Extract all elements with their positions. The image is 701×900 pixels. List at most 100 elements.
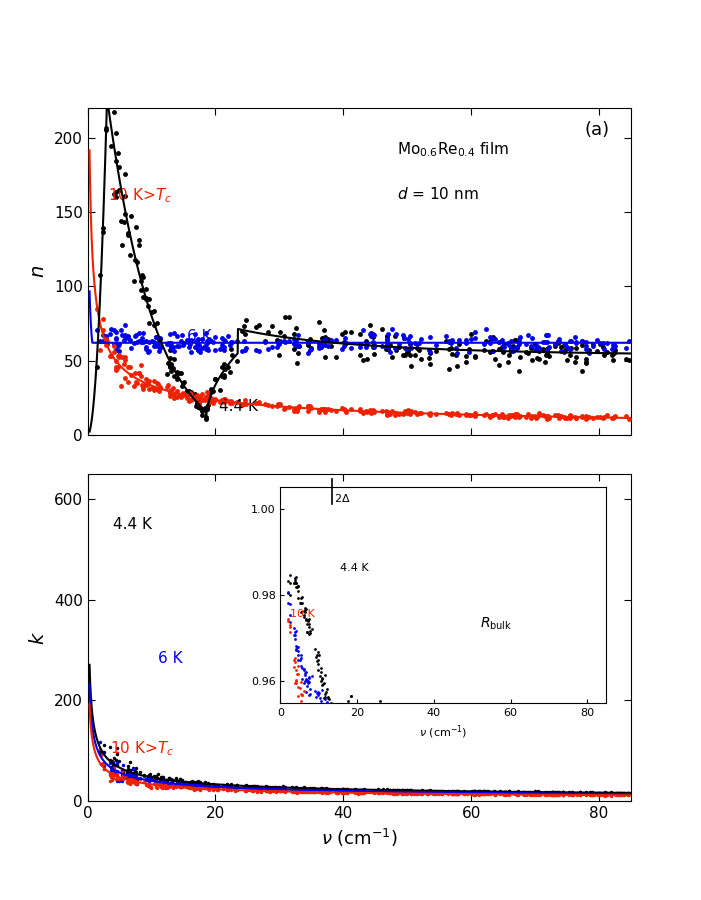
Point	[97, 746, 109, 760]
Point	[159, 777, 170, 791]
Point	[580, 341, 592, 356]
Point	[416, 783, 427, 797]
Point	[389, 785, 400, 799]
Point	[610, 409, 621, 423]
Point	[186, 780, 197, 795]
Point	[511, 787, 522, 801]
Point	[498, 410, 509, 424]
Point	[166, 778, 177, 792]
Point	[615, 788, 627, 802]
Point	[349, 782, 360, 796]
Point	[141, 772, 152, 787]
Point	[179, 776, 191, 790]
Point	[210, 330, 221, 345]
Point	[315, 781, 326, 796]
Point	[396, 783, 407, 797]
Point	[158, 778, 169, 793]
Point	[195, 782, 206, 796]
Point	[567, 788, 578, 802]
Point	[275, 782, 286, 796]
Point	[413, 784, 424, 798]
Point	[571, 787, 583, 801]
Point	[532, 788, 543, 802]
Point	[201, 402, 212, 417]
Point	[486, 332, 498, 347]
Point	[191, 333, 202, 347]
Point	[159, 775, 170, 789]
Point	[219, 334, 231, 348]
Point	[174, 776, 185, 790]
Point	[388, 785, 399, 799]
Point	[135, 369, 147, 383]
Point	[321, 784, 332, 798]
Point	[113, 160, 124, 175]
Point	[287, 780, 298, 795]
Point	[404, 785, 416, 799]
Point	[383, 327, 394, 341]
Point	[161, 774, 172, 788]
Point	[430, 785, 442, 799]
Point	[467, 788, 478, 802]
Point	[131, 777, 142, 791]
Point	[565, 408, 576, 422]
Point	[601, 408, 612, 422]
Point	[320, 786, 332, 800]
Point	[381, 336, 393, 350]
Point	[465, 327, 477, 341]
Point	[523, 328, 534, 342]
Point	[121, 770, 132, 784]
Point	[466, 788, 477, 802]
Point	[305, 785, 316, 799]
Point	[558, 788, 569, 802]
Point	[294, 781, 306, 796]
Point	[326, 338, 337, 353]
Point	[275, 334, 286, 348]
Point	[111, 752, 122, 767]
Point	[161, 380, 172, 394]
Point	[241, 783, 252, 797]
Point	[450, 788, 461, 802]
Point	[237, 324, 248, 338]
Point	[155, 773, 166, 788]
Point	[576, 338, 587, 353]
Point	[104, 327, 116, 341]
Point	[219, 392, 230, 407]
Point	[558, 785, 569, 799]
Point	[423, 343, 435, 357]
Point	[390, 408, 401, 422]
Point	[174, 338, 185, 353]
Point	[135, 765, 146, 779]
Text: $d$ = 10 nm: $d$ = 10 nm	[397, 186, 479, 202]
Point	[198, 778, 210, 792]
Point	[444, 334, 455, 348]
Point	[332, 784, 343, 798]
Point	[372, 781, 383, 796]
Point	[548, 785, 559, 799]
Point	[165, 364, 176, 379]
Point	[139, 768, 150, 782]
Point	[593, 787, 604, 801]
Point	[189, 781, 200, 796]
Point	[264, 785, 275, 799]
Point	[193, 777, 204, 791]
Point	[292, 400, 304, 415]
Point	[341, 786, 353, 800]
Point	[526, 785, 538, 799]
Point	[315, 783, 326, 797]
Point	[302, 399, 313, 413]
Point	[155, 340, 166, 355]
Point	[510, 342, 521, 356]
Point	[111, 741, 122, 755]
Point	[511, 785, 522, 799]
Point	[394, 786, 405, 800]
Point	[384, 783, 395, 797]
Point	[525, 411, 536, 426]
Point	[367, 335, 379, 349]
Point	[305, 332, 316, 347]
Point	[243, 779, 254, 794]
Point	[200, 410, 212, 424]
Point	[357, 784, 368, 798]
Point	[175, 334, 186, 348]
Point	[359, 784, 370, 798]
Point	[172, 776, 184, 790]
